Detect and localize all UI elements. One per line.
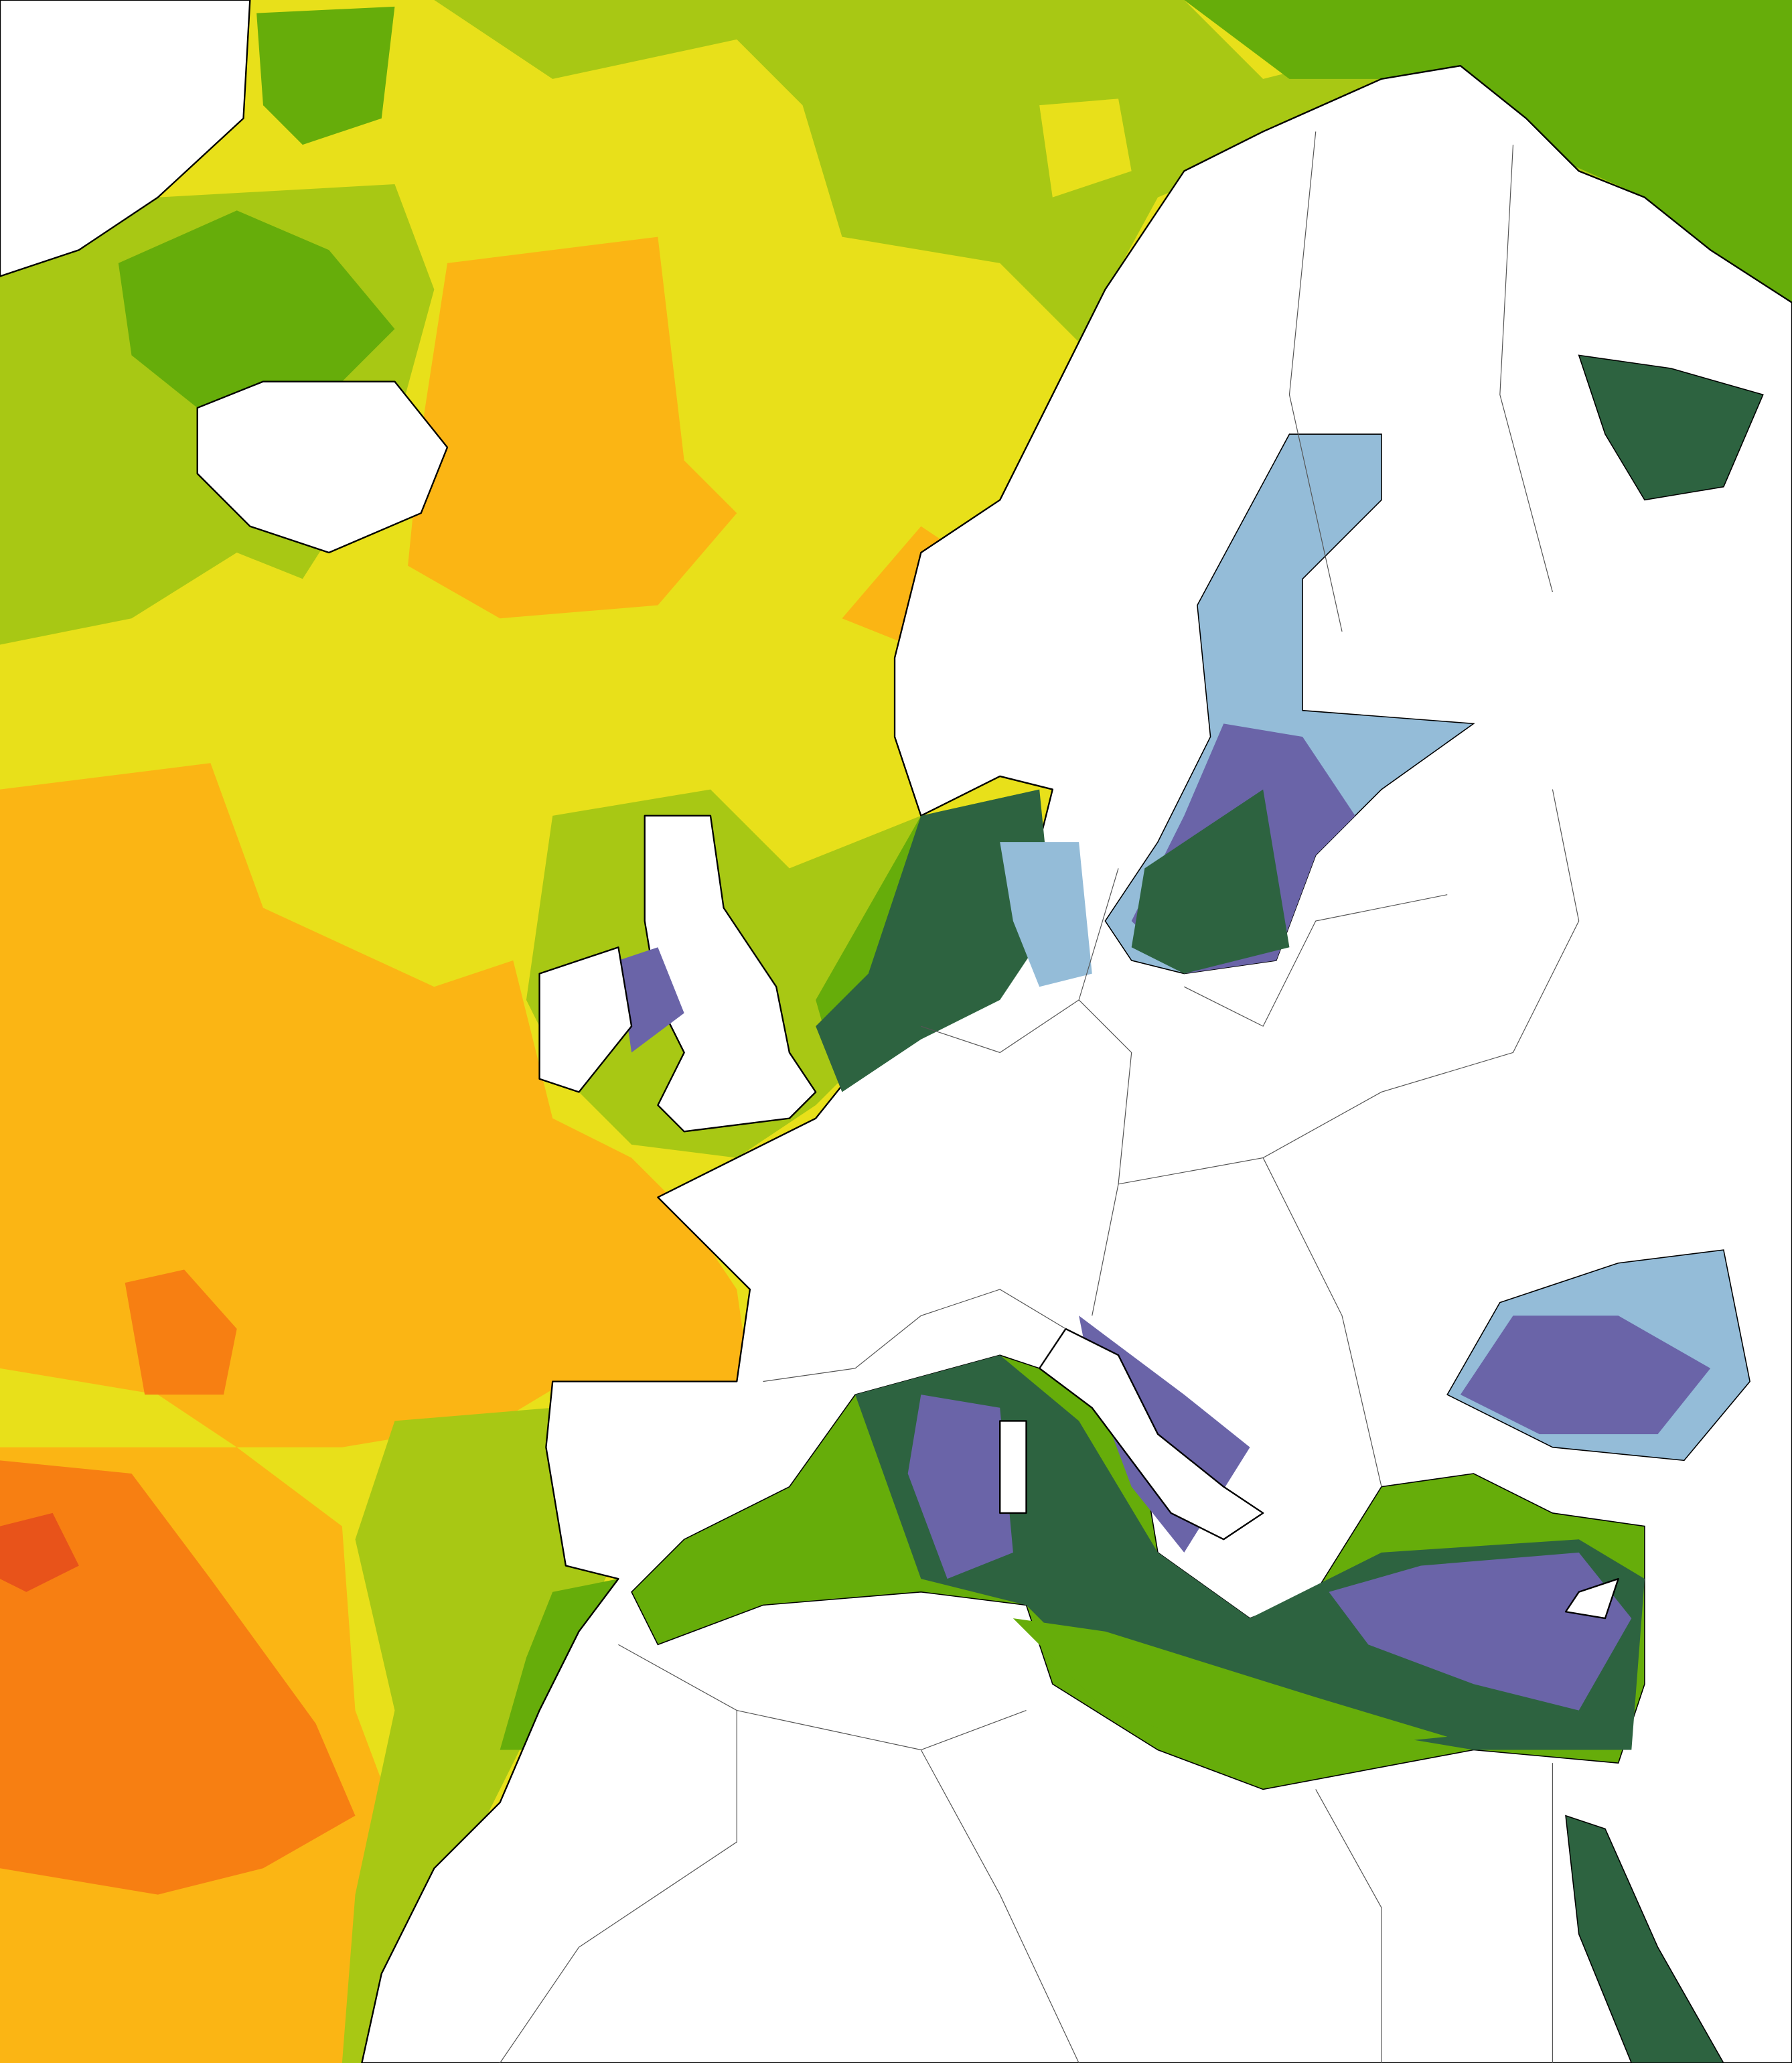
sea-zone-green: [1184, 0, 1792, 356]
sea-zone-green: [118, 210, 395, 421]
land-greenland: [0, 0, 251, 277]
sea-zone-green: [1013, 1618, 1448, 1750]
sea-zone-lightblue: [1000, 842, 1092, 987]
sea-zone-purple: [907, 1395, 1013, 1579]
sea-zone-green: [256, 6, 395, 145]
sea-red: [1565, 1815, 1724, 2063]
sea-zone-purple: [1329, 1552, 1632, 1711]
sea-zone-darkgreen: [1131, 789, 1290, 974]
sea-zone-lightgreen: [342, 1407, 619, 2063]
land-ireland: [538, 946, 633, 1093]
land-sardinia: [999, 1420, 1027, 1514]
land-italy: [1038, 1328, 1264, 1541]
sea-zone-red: [0, 1512, 79, 1592]
sea-zone-darkorange: [125, 1269, 237, 1395]
sea-north-darkgreen: [816, 789, 1053, 1092]
land-iceland: [196, 380, 449, 554]
land-cyprus: [1564, 1577, 1619, 1620]
sea-zone-orange: [408, 236, 737, 619]
sea-irish: [618, 947, 684, 1053]
sea-zone-purple: [1460, 1315, 1711, 1435]
country-border: [500, 131, 1580, 2063]
sea-zone-yellow: [1039, 98, 1132, 198]
sea-zone-darkorange: [0, 1460, 356, 1895]
sea-white: [1578, 354, 1764, 501]
